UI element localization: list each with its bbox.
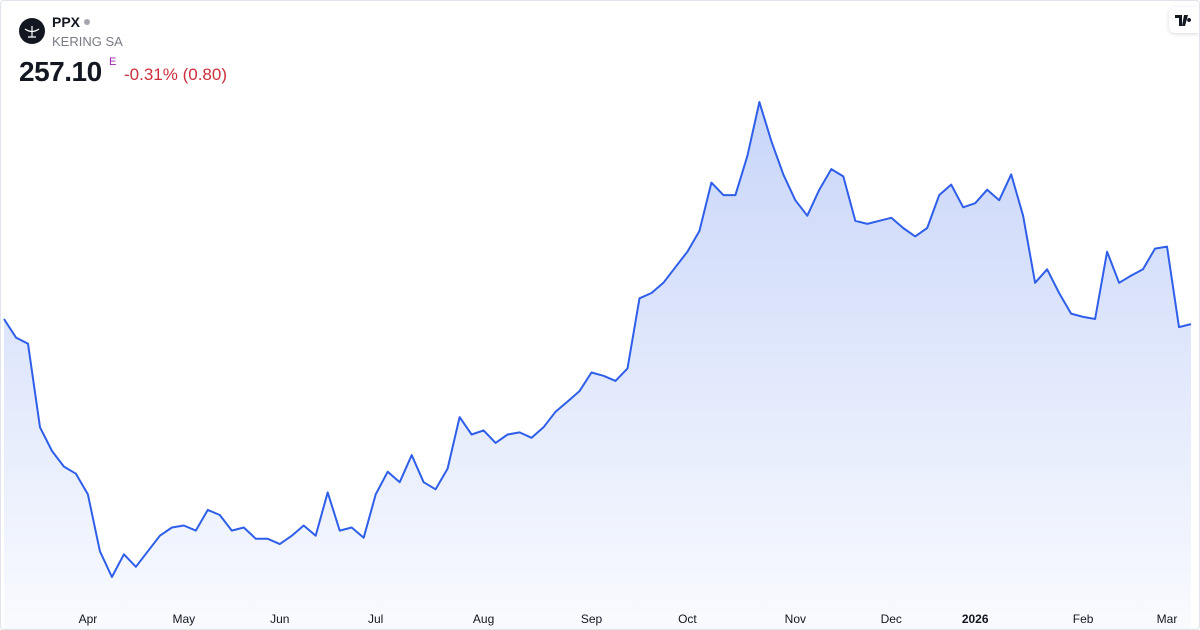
company-name: KERING SA — [52, 34, 123, 49]
price-line — [3, 101, 1192, 578]
price-flag: E — [109, 56, 117, 68]
ticker: PPX — [52, 14, 81, 30]
x-tick-label: Oct — [678, 612, 697, 626]
tradingview-logo[interactable] — [1169, 7, 1199, 33]
tv-icon — [1175, 15, 1192, 26]
x-tick-label: Dec — [881, 612, 902, 626]
x-tick-label: Jun — [270, 612, 289, 626]
status-dot — [84, 19, 91, 25]
logo-icon — [24, 26, 40, 38]
company-logo — [19, 18, 45, 44]
x-tick-label: Apr — [79, 612, 98, 626]
x-tick-label: 2026 — [962, 612, 989, 626]
x-tick-label: Nov — [785, 612, 806, 626]
symbol: PPX — [52, 14, 91, 30]
area-fill — [4, 102, 1191, 629]
x-tick-label: Jul — [368, 612, 383, 626]
last-price: 257.10 — [19, 56, 102, 87]
price-change: -0.31% (0.80) — [124, 65, 227, 84]
x-tick-label: May — [173, 612, 196, 626]
x-tick-label: Sep — [581, 612, 603, 626]
plot-area: Apr May Jun Jul Aug Sep Oct Nov Dec 2026 Feb Mar — [3, 101, 1192, 629]
x-tick-label: Aug — [473, 612, 494, 626]
x-tick-label: Feb — [1073, 612, 1094, 626]
x-tick-label: Mar — [1157, 612, 1178, 626]
